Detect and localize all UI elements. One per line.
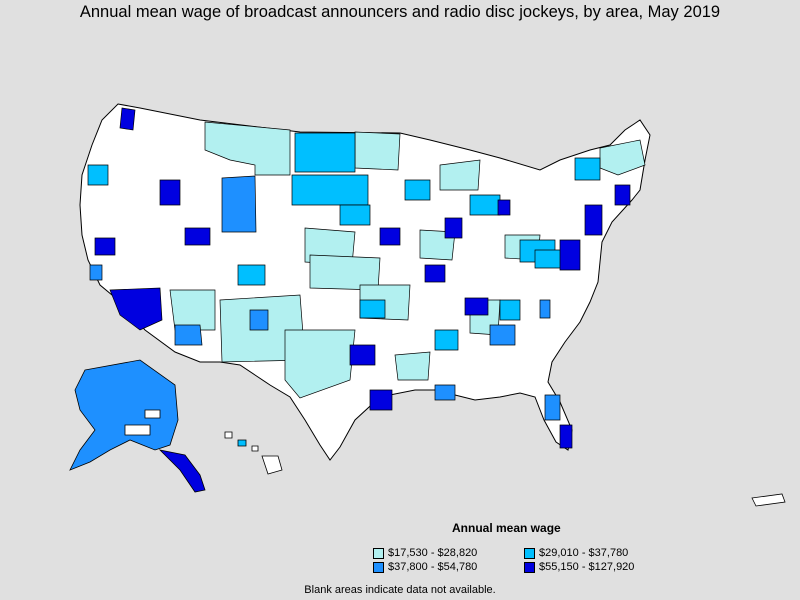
legend-swatch-tier-2 bbox=[524, 547, 535, 559]
legend-label-tier-4: $55,150 - $127,920 bbox=[539, 561, 635, 573]
wage-tier-2-areas bbox=[87, 132, 601, 351]
wage-tier-4-areas bbox=[94, 107, 631, 449]
legend-item-tier-3: $37,800 - $54,780 bbox=[373, 561, 477, 573]
wage-tier-1-areas bbox=[169, 121, 646, 399]
legend-swatch-tier-4 bbox=[524, 561, 535, 573]
legend-item-tier-2: $29,010 - $37,780 bbox=[524, 547, 628, 559]
legend-swatch-tier-1 bbox=[373, 547, 384, 559]
legend-label-tier-1: $17,530 - $28,820 bbox=[388, 547, 478, 559]
footnote: Blank areas indicate data not available. bbox=[304, 584, 496, 596]
legend-label-tier-2: $29,010 - $37,780 bbox=[539, 547, 629, 559]
legend-item-tier-1: $17,530 - $28,820 bbox=[373, 547, 477, 559]
hawaii bbox=[224, 431, 283, 475]
legend-label-tier-3: $37,800 - $54,780 bbox=[388, 561, 478, 573]
legend-swatch-tier-3 bbox=[373, 561, 384, 573]
wage-tier-3-areas bbox=[89, 175, 561, 421]
legend-title: Annual mean wage bbox=[452, 521, 561, 535]
legend-item-tier-4: $55,150 - $127,920 bbox=[524, 561, 634, 573]
map-title: Annual mean wage of broadcast announcers… bbox=[79, 3, 721, 21]
alaska bbox=[69, 359, 206, 493]
puerto-rico bbox=[751, 493, 786, 507]
